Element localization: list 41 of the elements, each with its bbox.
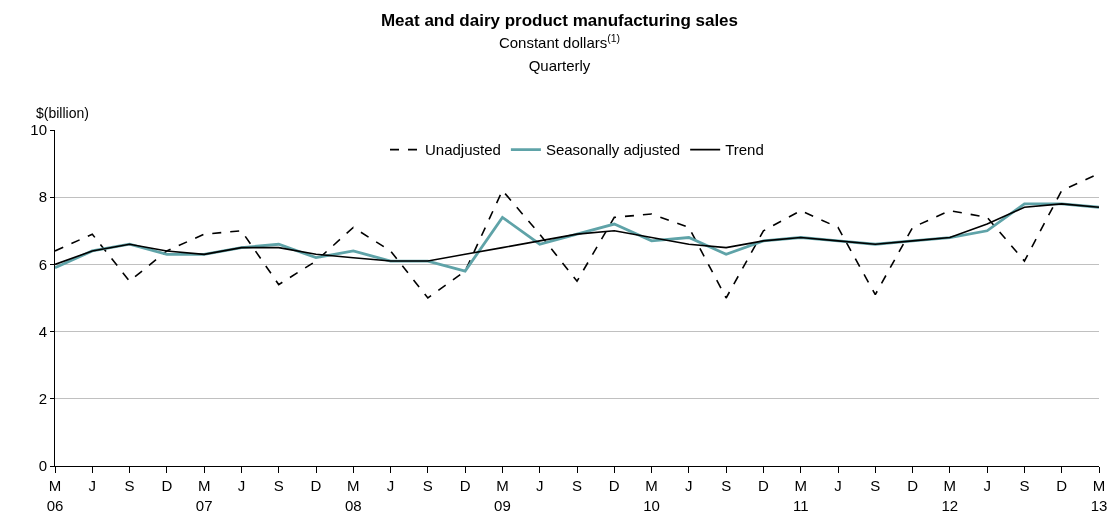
x-tick-label: S: [571, 477, 583, 494]
x-tick-label: D: [459, 477, 471, 494]
x-tick-label: S: [124, 477, 135, 494]
x-tick-label: D: [310, 477, 322, 494]
x-tick-label: M 11: [792, 477, 809, 514]
x-tick-label: J: [88, 477, 97, 494]
x-tick-label: D: [608, 477, 620, 494]
x-tick-label: J: [386, 477, 395, 494]
legend-label: Unadjusted: [425, 141, 501, 159]
y-tick-label: 0: [38, 457, 47, 475]
x-tick-label: J: [535, 477, 544, 494]
x-tick-label: D: [758, 477, 770, 494]
x-tick-label: M 06: [46, 477, 64, 514]
x-tick-label: J: [834, 477, 842, 494]
x-tick-label: J: [237, 477, 246, 494]
x-tick-label: M 09: [494, 477, 511, 514]
x-tick-label: S: [422, 477, 433, 494]
x-tick-label: S: [721, 477, 732, 494]
y-tick-label: 10: [30, 121, 47, 139]
legend-label: Trend: [725, 141, 764, 159]
x-tick-label: S: [870, 477, 881, 494]
x-tick-label: M 08: [344, 477, 362, 514]
x-tick-label: D: [907, 477, 919, 494]
legend-label: Seasonally adjusted: [545, 141, 681, 159]
x-tick-label: D: [161, 477, 173, 494]
text: Constant dollars$^{(1)}$ Quarterly: [498, 32, 621, 74]
chart-title: Meat and dairy product manufacturing sales: [380, 11, 739, 31]
x-tick-label: M 07: [195, 477, 213, 514]
x-tick-label: M 12: [941, 477, 959, 514]
y-axis-title: $(billion): [36, 105, 89, 121]
x-tick-label: S: [1019, 477, 1030, 494]
x-tick-label: S: [273, 477, 284, 494]
x-tick-label: J: [685, 477, 693, 494]
y-tick-label: 4: [38, 322, 47, 340]
y-tick-label: 8: [38, 188, 47, 206]
x-tick-label: M 13: [1090, 477, 1108, 514]
y-tick-label: 2: [38, 390, 47, 408]
x-tick-label: J: [983, 477, 991, 494]
x-tick-label: D: [1056, 477, 1068, 494]
x-tick-label: M 10: [643, 477, 660, 514]
y-tick-label: 6: [38, 255, 47, 273]
